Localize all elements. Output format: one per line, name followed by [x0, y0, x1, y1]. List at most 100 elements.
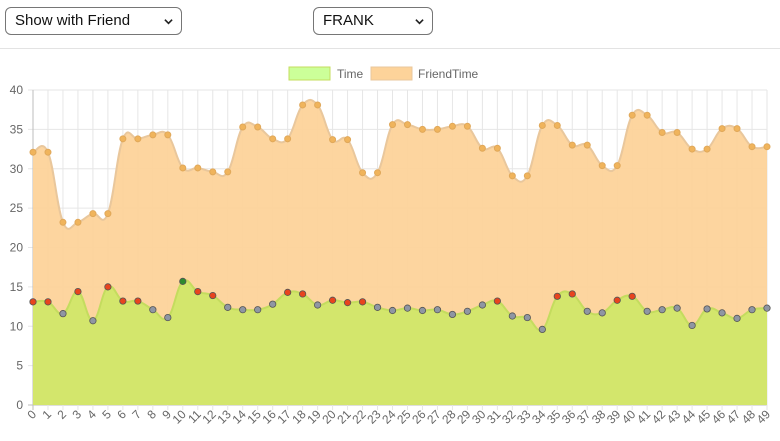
friendtime-legend-label: FriendTime — [418, 67, 479, 81]
mode-select-value: Show with Friend — [15, 12, 131, 29]
friendtime-point — [628, 111, 636, 119]
time-point — [239, 306, 247, 314]
time-point — [583, 307, 591, 315]
friendtime-point — [44, 148, 52, 156]
friendtime-point — [463, 122, 471, 130]
friendtime-point — [643, 111, 651, 119]
time-point — [478, 301, 486, 309]
y-tick-label: 20 — [10, 241, 24, 255]
x-tick-label: 49 — [754, 407, 774, 427]
mode-select[interactable]: Show with Friend — [5, 7, 182, 35]
x-tick-label: 0 — [24, 407, 39, 422]
friendtime-points — [29, 101, 771, 226]
time-point — [284, 288, 292, 296]
friendtime-point — [389, 121, 397, 129]
time-area — [33, 280, 767, 405]
time-point — [328, 296, 337, 304]
time-point — [418, 306, 427, 315]
y-tick-label: 30 — [10, 162, 24, 176]
time-point — [733, 314, 741, 322]
time-point — [448, 310, 457, 319]
friendtime-point — [553, 121, 561, 129]
friendtime-point — [119, 135, 127, 143]
friendtime-point — [194, 164, 202, 172]
chevron-down-icon — [164, 19, 173, 25]
time-point — [164, 313, 172, 322]
x-tick-label: 7 — [129, 407, 144, 422]
y-axis: 0 5 10 15 20 25 30 35 40 — [10, 83, 24, 412]
time-point — [149, 306, 157, 314]
friendtime-point — [344, 136, 352, 144]
time-point — [433, 306, 442, 314]
friendtime-point — [613, 162, 621, 170]
friendtime-point — [718, 125, 726, 133]
time-point — [74, 288, 82, 296]
person-select[interactable]: FRANK — [313, 7, 433, 35]
y-tick-label: 40 — [10, 83, 24, 97]
x-tick-label: 4 — [84, 407, 99, 422]
friendtime-point — [359, 169, 367, 177]
friendtime-point — [224, 168, 232, 176]
time-point — [224, 303, 232, 311]
time-point — [403, 304, 412, 312]
time-point — [538, 325, 546, 333]
time-point — [643, 307, 651, 315]
time-legend-swatch — [288, 66, 331, 81]
time-point — [463, 307, 472, 315]
time-point — [553, 292, 561, 300]
friendtime-point — [299, 101, 307, 109]
x-tick-label: 1 — [39, 407, 54, 422]
friendtime-point — [508, 172, 516, 180]
x-tick-label: 8 — [144, 407, 159, 422]
friendtime-point — [29, 148, 37, 156]
friendtime-point — [314, 101, 322, 109]
friendtime-point — [493, 144, 501, 152]
time-point — [269, 300, 277, 308]
time-point — [314, 301, 322, 309]
y-tick-label: 35 — [10, 122, 24, 136]
time-point — [688, 321, 696, 330]
time-point — [299, 290, 307, 298]
time-point — [59, 310, 67, 318]
friendtime-point — [164, 131, 172, 139]
time-points — [29, 277, 771, 333]
friendtime-point — [374, 169, 382, 177]
time-point — [508, 312, 516, 320]
time-point — [658, 306, 666, 314]
friendtime-point — [89, 210, 97, 218]
friendtime-point — [329, 136, 337, 144]
time-point — [104, 283, 112, 291]
time-point — [119, 297, 127, 305]
friendtime-point — [179, 164, 187, 172]
time-point — [703, 305, 711, 313]
friendtime-point — [598, 162, 606, 170]
time-point — [613, 296, 621, 304]
y-tick-label: 10 — [10, 319, 24, 333]
time-point — [209, 291, 217, 300]
friendtime-point — [134, 135, 142, 143]
time-point — [89, 317, 97, 325]
time-point — [358, 298, 367, 306]
friendtime-point — [733, 125, 741, 133]
chevron-down-icon — [415, 19, 424, 25]
friendtime-point — [658, 129, 666, 137]
time-point — [493, 297, 501, 305]
friendtime-point — [74, 218, 82, 226]
friendtime-point — [149, 131, 157, 139]
friendtime-point — [448, 122, 456, 130]
friendtime-point — [523, 172, 531, 180]
time-point — [194, 288, 202, 296]
friendtime-point — [104, 210, 112, 218]
y-tick-label: 25 — [10, 201, 24, 215]
friendtime-point — [688, 145, 696, 153]
time-point — [628, 292, 636, 300]
time-point — [44, 298, 52, 306]
friendtime-point — [269, 135, 277, 143]
friendtime-point — [583, 141, 591, 149]
friendtime-point — [568, 141, 576, 149]
time-point — [718, 309, 726, 317]
x-tick-label: 3 — [69, 407, 84, 422]
time-point — [598, 309, 606, 317]
friendtime-point — [284, 135, 292, 143]
